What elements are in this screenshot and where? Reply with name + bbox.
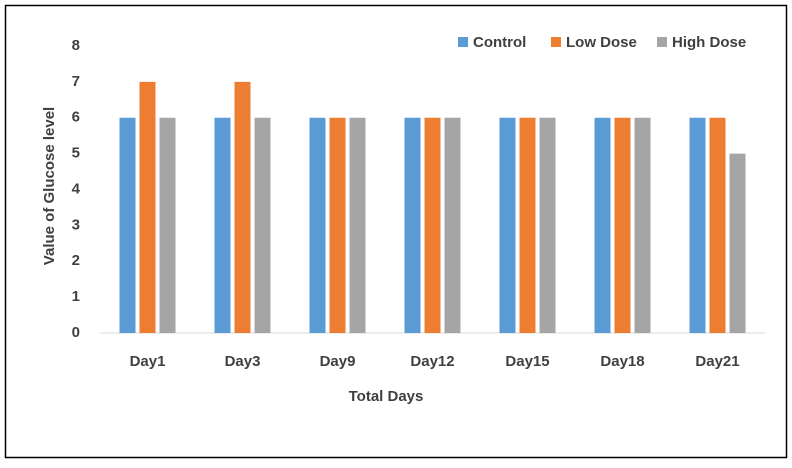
legend-swatch	[458, 37, 468, 47]
bar	[594, 117, 611, 333]
x-tick-label: Day15	[505, 353, 549, 370]
bar	[159, 117, 176, 333]
bar	[614, 117, 631, 333]
bar	[634, 117, 651, 333]
y-tick-label: 0	[72, 324, 80, 341]
bar	[349, 117, 366, 333]
bar	[444, 117, 461, 333]
y-tick-label: 7	[72, 73, 80, 90]
bar	[404, 117, 421, 333]
x-tick-label: Day9	[320, 353, 356, 370]
legend-label: Control	[473, 34, 526, 51]
y-tick-label: 6	[72, 109, 80, 126]
x-tick-label: Day21	[695, 353, 739, 370]
bar	[214, 117, 231, 333]
bar	[539, 117, 556, 333]
bar	[329, 117, 346, 333]
bar	[519, 117, 536, 333]
bar	[234, 81, 251, 333]
x-tick-label: Day1	[130, 353, 166, 370]
x-tick-label: Day3	[225, 353, 261, 370]
bar	[729, 153, 746, 333]
bar	[499, 117, 516, 333]
legend-label: Low Dose	[566, 34, 637, 51]
bar	[424, 117, 441, 333]
bar	[254, 117, 271, 333]
legend-label: High Dose	[672, 34, 746, 51]
x-tick-label: Day12	[410, 353, 454, 370]
bar	[119, 117, 136, 333]
y-axis-title: Value of Glucose level	[41, 107, 58, 265]
legend-swatch	[657, 37, 667, 47]
bar	[709, 117, 726, 333]
y-tick-label: 1	[72, 288, 80, 305]
y-tick-label: 8	[72, 37, 80, 54]
bar	[139, 81, 156, 333]
x-tick-label: Day18	[600, 353, 644, 370]
y-tick-label: 5	[72, 145, 80, 162]
y-tick-label: 3	[72, 216, 80, 233]
x-axis-title: Total Days	[349, 388, 424, 405]
legend-swatch	[551, 37, 561, 47]
bar	[689, 117, 706, 333]
y-tick-label: 4	[72, 180, 81, 197]
chart-border	[4, 4, 788, 459]
bar	[309, 117, 326, 333]
y-tick-label: 2	[72, 252, 80, 269]
